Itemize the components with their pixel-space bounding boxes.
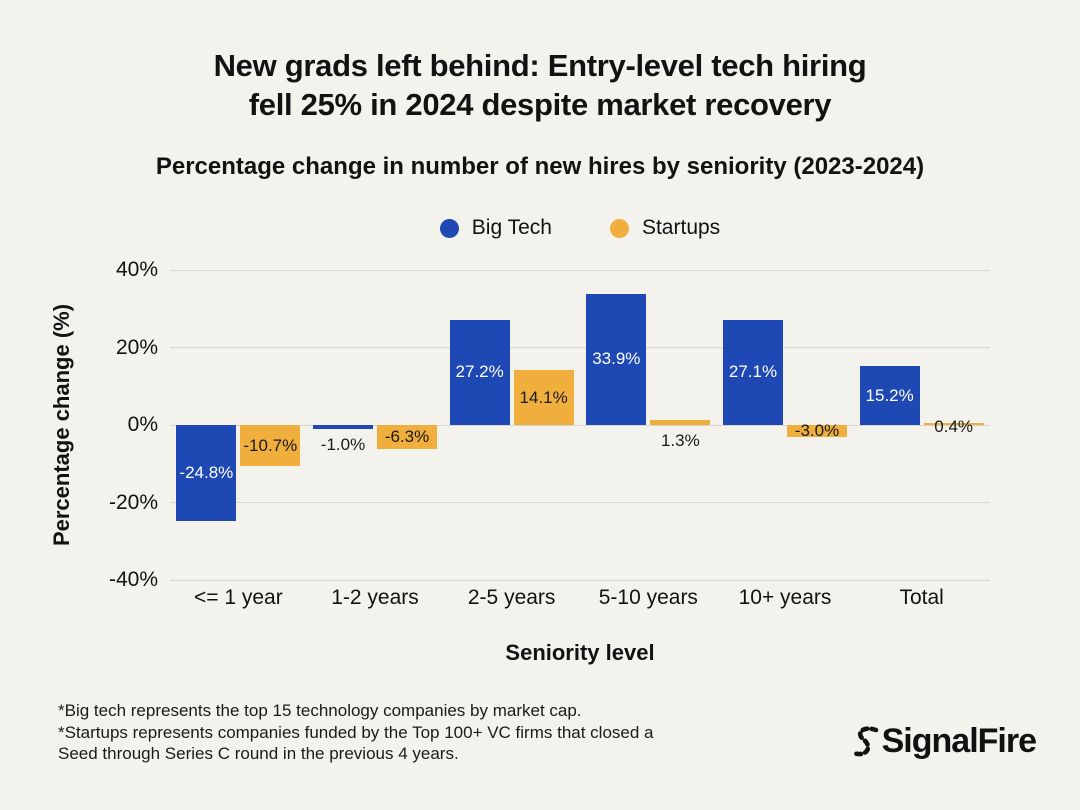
x-tick-2-5-years: 2-5 years: [467, 586, 556, 609]
bar-startups-total: [923, 423, 984, 425]
bar-label-startups-2-5-years: 14.1%: [519, 387, 568, 407]
footnote-line-1: *Big tech represents the top 15 technolo…: [58, 701, 582, 720]
bar-label-big-tech-5-10-years: 33.9%: [592, 349, 641, 369]
gridline-40: [170, 269, 990, 271]
gridline--40: [170, 579, 990, 581]
footnote-line-3: Seed through Series C round in the previ…: [58, 744, 459, 763]
chart-title: New grads left behind: Entry-level tech …: [0, 46, 1080, 124]
legend-label-startups: Startups: [641, 216, 721, 239]
chart-title-line-2: fell 25% in 2024 despite market recovery: [248, 87, 832, 122]
legend-swatch-big-tech: [439, 218, 459, 238]
x-tick-5-10-years: 5-10 years: [598, 586, 698, 609]
bar-label-big-tech-total: 15.2%: [865, 385, 914, 405]
y-tick-20: 20%: [115, 335, 158, 359]
x-tick-1-year: <= 1 year: [193, 586, 283, 609]
chart-subtitle: Percentage change in number of new hires…: [155, 153, 925, 180]
bar-big-tech-1-2-years: [313, 425, 373, 429]
x-axis-title: Seniority level: [505, 640, 655, 665]
footnote: *Big tech represents the top 15 technolo…: [58, 700, 654, 765]
y-tick-40: 40%: [115, 258, 158, 281]
bar-big-tech-5-10-years: [586, 293, 647, 425]
plot-area: -24.8% -1.0% 27.2% 33.9% 27.1% 15.2% -10.7% -6.…: [170, 269, 990, 581]
bar-label-big-tech-1-year: -24.8%: [179, 463, 234, 483]
gridline-20: [170, 347, 990, 348]
bar-big-tech-1-year: [176, 425, 237, 522]
bar-big-tech-total: [859, 366, 920, 425]
y-axis-title: Percentage change (%): [49, 303, 74, 547]
y-tick-0: 0%: [127, 413, 158, 436]
x-tick-total: Total: [899, 586, 944, 609]
gridline-0: [170, 424, 990, 426]
bar-startups-1-year: [240, 425, 301, 467]
signalfire-logo: SignalFire: [851, 722, 1037, 761]
bar-label-startups-1-2-years: -6.3%: [384, 427, 430, 447]
bar-big-tech-10-years: [723, 319, 783, 425]
bar-label-startups-1-year: -10.7%: [243, 435, 298, 455]
legend-item-startups: Startups: [609, 216, 721, 240]
y-tick-40: -40%: [108, 568, 158, 591]
bar-label-startups-10-years: -3.0%: [794, 420, 840, 440]
legend: Big Tech Startups: [170, 216, 990, 240]
legend-item-big-tech: Big Tech: [439, 216, 552, 240]
bar-startups-10-years: [787, 425, 847, 437]
bar-startups-5-10-years: [650, 419, 711, 425]
gridline--20: [170, 502, 990, 503]
bar-label-big-tech-2-5-years: 27.2%: [455, 362, 504, 382]
chart-title-line-1: New grads left behind: Entry-level tech …: [213, 48, 867, 83]
x-tick-10-years: 10+ years: [738, 586, 832, 609]
bar-startups-2-5-years: [513, 370, 574, 425]
footnote-line-2: *Startups represents companies funded by…: [58, 722, 654, 742]
bar-startups-1-2-years: [377, 425, 437, 450]
bar-big-tech-2-5-years: [449, 319, 510, 425]
bar-label-big-tech-1-2-years: -1.0%: [320, 434, 366, 454]
legend-label-big-tech: Big Tech: [471, 216, 552, 239]
x-tick-1-2-years: 1-2 years: [331, 586, 419, 609]
bar-label-big-tech-10-years: 27.1%: [728, 362, 778, 382]
bar-label-startups-5-10-years: 1.3%: [660, 431, 700, 450]
signalfire-logo-mark: [852, 725, 878, 756]
bar-label-startups-total: 0.4%: [934, 417, 974, 436]
signalfire-logo-text: SignalFire: [881, 722, 1037, 760]
legend-swatch-startups: [609, 218, 629, 238]
y-tick-20: -20%: [108, 490, 158, 514]
